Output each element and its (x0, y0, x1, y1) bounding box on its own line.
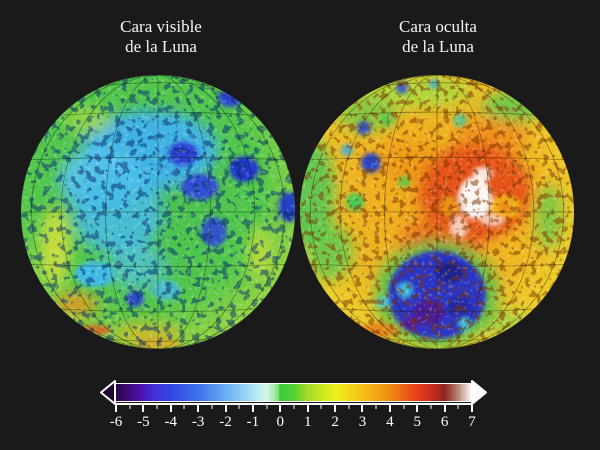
colorbar-minor-tick (266, 405, 268, 409)
colorbar-minor-tick (430, 405, 432, 409)
title-far-side: Cara oculta de la Luna (399, 17, 477, 57)
colorbar-tick-label: -3 (191, 414, 205, 430)
right-arrow-shape (471, 380, 487, 405)
title-far-side-line2: de la Luna (402, 37, 474, 57)
colorbar-major-tick (169, 405, 172, 412)
colorbar-major-tick (416, 405, 419, 412)
colorbar-minor-tick (129, 405, 131, 409)
colorbar-minor-tick (375, 405, 377, 409)
colorbar-minor-tick (238, 405, 240, 409)
colorbar-major-tick (197, 405, 200, 412)
colorbar-tick-label: 3 (358, 414, 367, 430)
colorbar-major-tick (279, 405, 282, 412)
colorbar-tick-label: -6 (109, 414, 123, 430)
left-arrow-shape (100, 380, 116, 405)
colorbar-minor-tick (293, 405, 295, 409)
colorbar-major-tick (334, 405, 337, 412)
colorbar-tick-label: 0 (276, 414, 285, 430)
colorbar-major-tick (388, 405, 391, 412)
colorbar-tick-label: 7 (468, 414, 476, 430)
colorbar-minor-tick (183, 405, 185, 409)
colorbar-tick-label: 5 (413, 414, 421, 430)
colorbar-minor-tick (211, 405, 213, 409)
colorbar-major-tick (443, 405, 446, 412)
moon-map-near-side (21, 75, 295, 349)
colorbar-minor-tick (403, 405, 405, 409)
colorbar-major-tick (142, 405, 145, 412)
colorbar-major-tick (306, 405, 309, 412)
title-near-side: Cara visible de la Luna (120, 17, 202, 57)
colorbar-major-tick (224, 405, 227, 412)
colorbar-tick-label: -4 (164, 414, 178, 430)
near-side-surface (21, 75, 295, 349)
colorbar-minor-tick (457, 405, 459, 409)
colorbar-tick-label: -5 (137, 414, 150, 430)
colorbar-tick-label: 6 (440, 414, 449, 430)
colorbar-axis: -6 -5 -4 -3 -2 -1 0 1 2 3 4 5 6 7 (110, 403, 476, 435)
title-near-side-line2: de la Luna (125, 37, 197, 57)
title-near-side-line1: Cara visible (120, 17, 202, 36)
colorbar-gradient (115, 383, 473, 402)
far-side-surface (300, 75, 574, 349)
colorbar-minor-tick (320, 405, 322, 409)
colorbar-minor-tick (156, 405, 158, 409)
colorbar-tick-label: 4 (386, 414, 394, 430)
colorbar-major-tick (115, 405, 117, 412)
near-side-graticule (21, 75, 295, 349)
colorbar-left-arrow-icon (100, 380, 116, 405)
colorbar-tick-label: 1 (303, 414, 312, 430)
colorbar-major-tick (361, 405, 364, 412)
colorbar-tick-label: 2 (331, 414, 339, 430)
colorbar-major-tick (251, 405, 254, 412)
colorbar-tick-label: -1 (246, 414, 260, 430)
colorbar-right-arrow-icon (471, 380, 487, 405)
colorbar-minor-tick (348, 405, 350, 409)
colorbar-major-tick (471, 405, 473, 412)
title-far-side-line1: Cara oculta (399, 17, 477, 36)
colorbar-tick-label: -2 (219, 414, 232, 430)
far-side-graticule (300, 75, 574, 349)
moon-map-far-side (300, 75, 574, 349)
